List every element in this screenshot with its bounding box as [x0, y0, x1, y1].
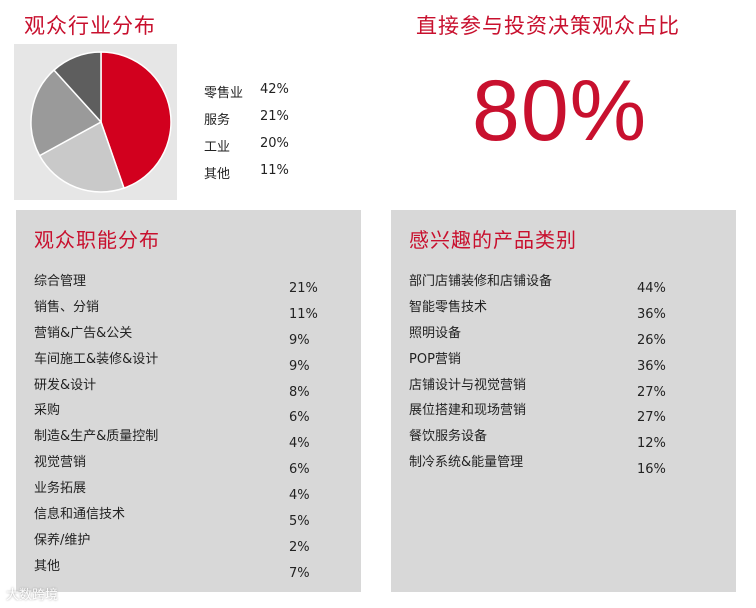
pie-slice-4 — [52, 51, 102, 124]
watermark-text: 大数跨境 — [6, 588, 59, 603]
pie-legend-value: 20% — [260, 136, 289, 151]
industry-pie-chart-box — [14, 44, 177, 200]
list-row: 采购 6% — [34, 399, 345, 425]
list-row-label: 部门店铺装修和店铺设备 — [409, 274, 553, 289]
list-row-label: 信息和通信技术 — [34, 507, 126, 523]
list-row-label: 综合管理 — [34, 274, 87, 289]
list-row: 保养/维护 2% — [34, 529, 345, 555]
industry-distribution-title: 观众行业分布 — [24, 14, 156, 38]
list-row-label: 营销&广告&公关 — [34, 325, 133, 341]
pie-slice-3 — [30, 69, 103, 157]
list-row-label: 车间施工&装修&设计 — [34, 351, 159, 367]
list-row: 照明设备 26% — [409, 322, 720, 348]
list-row-value: 11% — [289, 306, 318, 322]
product-interest-title: 感兴趣的产品类别 — [409, 228, 577, 252]
pie-legend-item: 零售业 42% — [204, 82, 304, 109]
list-row-value: 44% — [637, 281, 666, 296]
list-row-label: 店铺设计与视觉营销 — [409, 377, 527, 393]
pie-legend-value: 21% — [260, 109, 289, 124]
function-distribution-title: 观众职能分布 — [34, 228, 160, 252]
list-row-value: 16% — [637, 462, 666, 478]
list-row-value: 6% — [289, 410, 310, 426]
list-row: 综合管理 21% — [34, 270, 345, 296]
list-row: POP营销 36% — [409, 348, 720, 374]
industry-pie-chart — [30, 51, 172, 193]
pie-legend-label: 零售业 — [204, 86, 244, 101]
pie-legend-value: 11% — [260, 163, 289, 178]
list-row: 视觉营销 6% — [34, 451, 345, 477]
list-row-label: 制冷系统&能量管理 — [409, 455, 524, 471]
list-row-value: 4% — [289, 488, 310, 504]
industry-pie-legend: 零售业 42% 服务 21% 工业 20% 其他 11% — [204, 82, 304, 190]
list-row-label: POP营销 — [409, 351, 461, 367]
list-row-label: 智能零售技术 — [409, 299, 488, 315]
list-row-label: 研发&设计 — [34, 377, 97, 393]
list-row-label: 业务拓展 — [34, 481, 87, 497]
list-row-value: 6% — [289, 462, 310, 478]
list-row-value: 12% — [637, 436, 666, 452]
list-row-value: 21% — [289, 281, 318, 296]
pie-legend-item: 工业 20% — [204, 136, 304, 163]
list-row-label: 照明设备 — [409, 325, 462, 341]
list-row-label: 其他 — [34, 558, 61, 574]
decision-ratio-value: 80% — [472, 63, 648, 159]
list-row-value: 4% — [289, 436, 310, 452]
list-row: 销售、分销 11% — [34, 296, 345, 322]
list-row-label: 销售、分销 — [34, 299, 100, 315]
pie-legend-item: 其他 11% — [204, 163, 304, 190]
list-row-label: 保养/维护 — [34, 532, 91, 548]
list-row-value: 9% — [289, 358, 310, 374]
list-row: 制冷系统&能量管理 16% — [409, 451, 720, 477]
list-row-label: 制造&生产&质量控制 — [34, 429, 159, 445]
list-row-value: 26% — [637, 332, 666, 348]
pie-legend-value: 42% — [260, 82, 289, 97]
list-row: 车间施工&装修&设计 9% — [34, 348, 345, 374]
list-row-value: 36% — [637, 306, 666, 322]
list-row: 部门店铺装修和店铺设备 44% — [409, 270, 720, 296]
function-distribution-list: 综合管理 21% 销售、分销 11% 营销&广告&公关 9% 车间施工&装修&设计 9% 研发&… — [34, 270, 345, 581]
list-row-value: 27% — [637, 410, 666, 426]
list-row: 智能零售技术 36% — [409, 296, 720, 322]
list-row: 店铺设计与视觉营销 27% — [409, 374, 720, 400]
pie-slice-2 — [38, 120, 125, 193]
product-interest-panel: 感兴趣的产品类别 部门店铺装修和店铺设备 44% 智能零售技术 36% 照明设备 26% P… — [391, 210, 736, 592]
list-row-label: 采购 — [34, 403, 61, 419]
pie-slice-1 — [100, 51, 172, 190]
pie-legend-item: 服务 21% — [204, 109, 304, 136]
list-row-value: 2% — [289, 539, 310, 555]
pie-legend-label: 工业 — [204, 140, 231, 155]
list-row: 营销&广告&公关 9% — [34, 322, 345, 348]
product-interest-list: 部门店铺装修和店铺设备 44% 智能零售技术 36% 照明设备 26% POP营销 36% 店铺… — [409, 270, 720, 477]
decision-ratio-title: 直接参与投资决策观众占比 — [416, 14, 680, 38]
list-row-value: 27% — [637, 384, 666, 400]
list-row-value: 9% — [289, 332, 310, 348]
list-row-value: 36% — [637, 358, 666, 374]
list-row-label: 展位搭建和现场营销 — [409, 403, 527, 419]
list-row-label: 视觉营销 — [34, 455, 87, 471]
pie-legend-label: 服务 — [204, 113, 231, 128]
list-row-value: 8% — [289, 384, 310, 400]
list-row: 其他 7% — [34, 555, 345, 581]
pie-legend-label: 其他 — [204, 167, 231, 182]
list-row: 信息和通信技术 5% — [34, 503, 345, 529]
list-row-value: 5% — [289, 514, 310, 530]
list-row: 业务拓展 4% — [34, 477, 345, 503]
list-row-label: 餐饮服务设备 — [409, 429, 488, 445]
function-distribution-panel: 观众职能分布 综合管理 21% 销售、分销 11% 营销&广告&公关 9% 车间施工&装修&… — [16, 210, 361, 592]
list-row: 展位搭建和现场营销 27% — [409, 399, 720, 425]
list-row: 餐饮服务设备 12% — [409, 425, 720, 451]
list-row: 制造&生产&质量控制 4% — [34, 425, 345, 451]
list-row-value: 7% — [289, 565, 310, 581]
list-row: 研发&设计 8% — [34, 374, 345, 400]
